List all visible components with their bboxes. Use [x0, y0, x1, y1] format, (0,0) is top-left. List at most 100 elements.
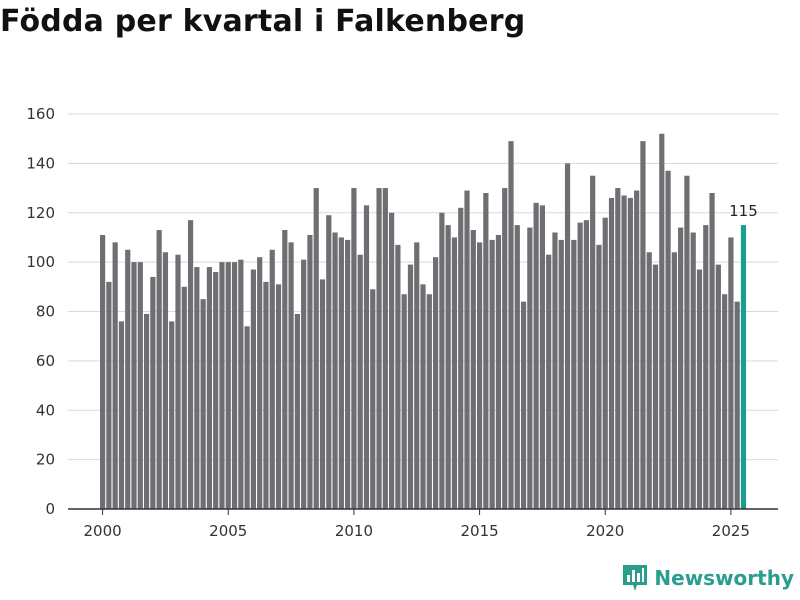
bar [615, 188, 621, 509]
bar [464, 190, 470, 509]
bar [433, 257, 439, 509]
bar [590, 175, 596, 509]
bar [407, 264, 414, 509]
bar [722, 294, 728, 509]
bar [558, 239, 564, 509]
bar [332, 232, 338, 509]
x-tick-label: 2020 [586, 522, 624, 540]
bar [382, 188, 388, 509]
bar [734, 301, 740, 510]
bar [420, 284, 426, 509]
y-tick-label: 60 [36, 352, 55, 370]
bar [646, 252, 652, 509]
bar [213, 272, 219, 509]
bar [401, 294, 407, 509]
bar [502, 188, 508, 509]
bar [275, 284, 282, 509]
bar [143, 313, 150, 509]
y-tick-label: 160 [26, 105, 55, 123]
y-tick-label: 120 [26, 204, 55, 222]
bar [703, 225, 709, 509]
bar [627, 197, 633, 509]
bar [169, 321, 175, 510]
bar [571, 239, 577, 509]
bar [118, 321, 125, 510]
bar [533, 202, 539, 510]
bar [187, 220, 194, 509]
bar [263, 281, 269, 510]
bar [684, 175, 690, 509]
bar [181, 286, 187, 509]
bar [696, 269, 703, 509]
bar [376, 188, 382, 509]
chart-title: Födda per kvartal i Falkenberg [0, 4, 526, 39]
bar-chart-icon [623, 565, 648, 591]
bar [596, 244, 602, 509]
bar [294, 313, 300, 509]
bar [621, 195, 627, 509]
bar [326, 215, 332, 509]
bar [175, 254, 181, 509]
bar [458, 207, 464, 509]
bar [106, 281, 112, 510]
y-tick-label: 20 [36, 451, 55, 469]
bar [539, 205, 546, 509]
bar [194, 267, 200, 509]
bar [370, 289, 376, 509]
bar [476, 242, 483, 510]
bar [652, 264, 659, 509]
bar [131, 262, 137, 510]
bar [489, 239, 495, 509]
bar [514, 225, 520, 509]
brand-name: Newsworthy [654, 566, 794, 590]
bar [508, 141, 514, 509]
bar [150, 276, 156, 509]
y-tick-label: 80 [36, 303, 55, 321]
newsworthy-logo: Newsworthy [622, 564, 794, 592]
bar [608, 197, 615, 509]
x-axis-ticks: 2000 2005 2010 2015 2020 2025 [84, 509, 750, 540]
bar [238, 259, 244, 509]
y-tick-label: 100 [26, 253, 55, 271]
bar [728, 237, 734, 509]
bar [577, 222, 583, 510]
bar [439, 212, 445, 509]
bar [495, 234, 502, 509]
bar [389, 212, 395, 509]
bar [470, 230, 476, 509]
x-tick-label: 2000 [84, 522, 122, 540]
bar [678, 227, 684, 509]
x-tick-label: 2010 [335, 522, 373, 540]
bar [520, 301, 527, 510]
bar [125, 249, 131, 509]
bar [546, 254, 552, 509]
bar [414, 242, 420, 510]
y-tick-label: 40 [36, 401, 55, 419]
bar [257, 257, 263, 509]
bar [219, 262, 225, 510]
bar [112, 242, 118, 510]
bar [690, 232, 696, 509]
x-tick-label: 2015 [460, 522, 498, 540]
bar [282, 230, 288, 509]
bar [156, 230, 162, 509]
bar [445, 225, 451, 509]
bar [552, 232, 558, 509]
y-axis-ticks: 0 20 40 60 80 100 120 140 160 [26, 105, 55, 518]
bar [483, 193, 489, 509]
bar [363, 205, 370, 509]
bar [634, 190, 640, 509]
bar [583, 220, 589, 509]
x-tick-label: 2005 [209, 522, 247, 540]
bar [288, 242, 294, 510]
bar [659, 133, 665, 509]
bar [244, 326, 250, 509]
last-value-label: 115 [729, 202, 758, 220]
bar [665, 170, 671, 509]
bar [640, 141, 646, 509]
bar [564, 163, 571, 510]
bar [338, 237, 344, 509]
bars [100, 133, 747, 510]
bar [345, 239, 351, 509]
bar [137, 262, 143, 510]
